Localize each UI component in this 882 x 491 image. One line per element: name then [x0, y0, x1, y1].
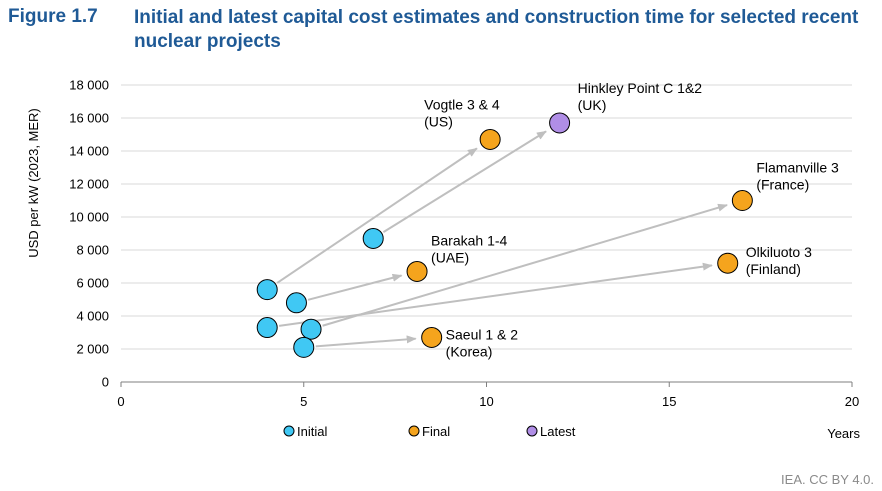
initial-point — [293, 336, 315, 358]
cost-arrow — [307, 273, 403, 301]
project-label: (Korea) — [446, 343, 493, 359]
legend-marker-latest — [526, 425, 538, 437]
legend-label-initial: Initial — [297, 424, 327, 439]
cost-arrow — [276, 147, 478, 284]
y-tick-label: 6 000 — [76, 276, 109, 291]
project-label: (US) — [424, 113, 453, 129]
y-tick-label: 0 — [102, 375, 109, 390]
initial-point — [256, 317, 278, 339]
y-axis-title: USD per kW (2023, MER) — [26, 108, 41, 258]
y-tick-label: 2 000 — [76, 342, 109, 357]
final-point — [479, 128, 501, 150]
final-point — [421, 326, 443, 348]
label-layer: Vogtle 3 & 4(US) Hinkley Point C 1&2(UK) F… — [424, 80, 839, 360]
y-tick-label: 10 000 — [69, 210, 109, 225]
x-tick-label: 0 — [117, 394, 124, 409]
project-label: (UAE) — [431, 249, 469, 265]
x-tick-label: 20 — [845, 394, 859, 409]
cost-arrow — [315, 335, 417, 348]
y-tick-label: 12 000 — [69, 177, 109, 192]
credit-text: IEA. CC BY 4.0. — [781, 472, 874, 487]
final-point — [717, 252, 739, 274]
legend-label-latest: Latest — [540, 424, 576, 439]
initial-point — [285, 292, 307, 314]
initial-point — [300, 318, 322, 340]
initial-point — [362, 227, 384, 249]
y-tick-label: 18 000 — [69, 78, 109, 93]
y-tick-label: 4 000 — [76, 309, 109, 324]
grid-layer — [121, 84, 852, 350]
y-tick-label: 16 000 — [69, 111, 109, 126]
legend-marker-final — [408, 425, 420, 437]
project-label: Flamanville 3 — [756, 160, 839, 176]
initial-point — [256, 279, 278, 301]
arrow-layer — [276, 130, 728, 348]
cost-arrow — [322, 203, 728, 327]
project-label: Barakah 1-4 — [431, 232, 507, 248]
figure-title: Initial and latest capital cost estimate… — [134, 7, 859, 52]
final-point — [406, 260, 428, 282]
y-tick-label: 14 000 — [69, 144, 109, 159]
x-tick-label: 15 — [662, 394, 676, 409]
legend-layer: Initial Final Latest — [283, 424, 576, 439]
legend-marker-initial — [283, 425, 295, 437]
project-label: (UK) — [578, 97, 607, 113]
project-label: Hinkley Point C 1&2 — [578, 80, 703, 96]
cost-arrow — [382, 130, 547, 233]
x-axis-title: Years — [827, 426, 860, 441]
project-label: Saeul 1 & 2 — [446, 326, 519, 342]
project-label: Olkiluoto 3 — [746, 244, 812, 260]
latest-point — [549, 112, 571, 134]
project-label: Vogtle 3 & 4 — [424, 96, 500, 112]
cost-arrow — [278, 262, 713, 327]
y-tick-label: 8 000 — [76, 243, 109, 258]
point-layer — [256, 112, 753, 358]
final-point — [731, 190, 753, 211]
legend-label-final: Final — [422, 424, 450, 439]
figure-label: Figure 1.7 — [8, 6, 98, 27]
axis-layer: 0 2 000 4 000 6 000 8 000 10 000 12 000 14 000 1… — [69, 78, 859, 410]
project-label: (France) — [756, 177, 809, 193]
x-tick-label: 10 — [479, 394, 493, 409]
project-label: (Finland) — [746, 261, 801, 277]
x-tick-label: 5 — [300, 394, 307, 409]
